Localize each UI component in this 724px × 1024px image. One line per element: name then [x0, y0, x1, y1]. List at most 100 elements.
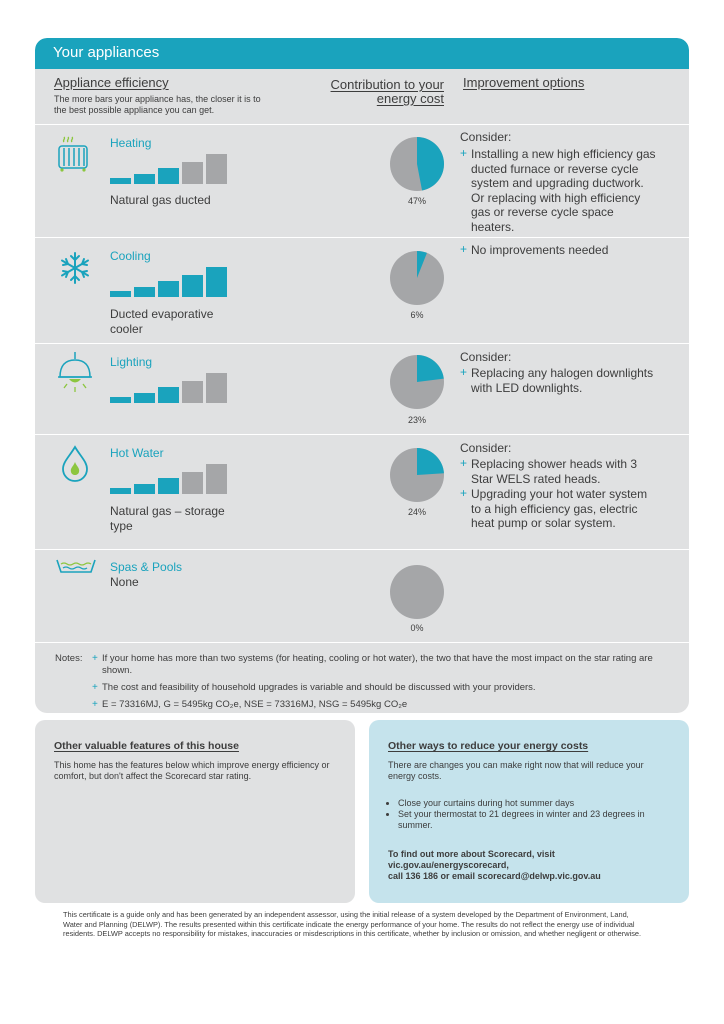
efficiency-bars [110, 154, 228, 184]
disclaimer: This certificate is a guide only and has… [63, 910, 642, 938]
find-out-more: To find out more about Scorecard, visit … [388, 849, 670, 882]
improvement-option: + Replacing shower heads with 3 Star WELS… [460, 456, 638, 486]
improvement-options: + Replacing any halogen downlights with L… [460, 365, 660, 396]
improvement-option: + Upgrading your hot water system to a hi… [460, 486, 648, 530]
appliance-type: Natural gas – storage type [110, 504, 225, 533]
efficiency-bar [206, 154, 227, 184]
improvement-option: + Installing a new high efficiency gas du… [460, 146, 656, 234]
efficiency-bar [134, 287, 155, 297]
cost-share-pie [390, 251, 444, 305]
cost-share-pie [390, 137, 444, 191]
pie-share-slice [417, 448, 444, 475]
find-out-more-line: To find out more about Scorecard, visit [388, 849, 555, 859]
improvement-options: + Installing a new high efficiency gas du… [460, 146, 660, 235]
cost-share-pie [390, 355, 444, 409]
efficiency-bar [158, 478, 179, 494]
reduce-costs-box: Other ways to reduce your energy costs T… [369, 720, 689, 903]
plus-icon: + [92, 682, 98, 693]
snowflake-icon [55, 248, 95, 288]
efficiency-bar [158, 387, 179, 403]
notes-label: Notes: [55, 653, 83, 664]
efficiency-bar [206, 267, 227, 297]
other-features-box: Other valuable features of this house Th… [35, 720, 355, 903]
plus-icon: + [460, 456, 468, 470]
efficiency-bar [110, 178, 131, 184]
efficiency-bar [158, 281, 179, 297]
reduce-costs-title: Other ways to reduce your energy costs [388, 740, 589, 752]
cost-share-percent: 24% [407, 507, 426, 517]
contact-line[interactable]: call 136 186 or email scorecard@delwp.vi… [388, 871, 601, 881]
cost-share-pie [390, 448, 444, 502]
reduce-costs-intro: There are changes you can make right now… [388, 760, 644, 781]
consider-label: Consider: [460, 130, 512, 144]
appliance-row-heating: Heating Natural gas ducted 47% Consider:… [35, 124, 689, 237]
efficiency-bar [182, 472, 203, 494]
efficiency-subtext: The more bars your appliance has, the cl… [54, 94, 261, 115]
efficiency-bar [182, 275, 203, 297]
tip-item: Close your curtains during hot summer da… [398, 798, 670, 809]
cost-share-percent: 0% [410, 623, 424, 633]
pie-share-slice [417, 355, 444, 382]
efficiency-bar [134, 484, 155, 494]
efficiency-bar [206, 464, 227, 494]
reduce-costs-tips: Close your curtains during hot summer da… [398, 798, 670, 831]
note-item: + The cost and feasibility of household u… [92, 682, 536, 693]
note-item: + If your home has more than two systems … [92, 653, 653, 676]
appliance-name: Hot Water [110, 446, 164, 460]
appliance-row-hot-water: Hot Water Natural gas – storage type 24%… [35, 434, 689, 549]
contribution-heading: Contribution to your energy cost [331, 78, 444, 106]
pool-icon [55, 558, 96, 598]
appliance-type: None [110, 575, 139, 589]
plus-icon: + [92, 699, 98, 710]
appliance-type: Ducted evaporative cooler [110, 307, 214, 336]
other-features-title: Other valuable features of this house [54, 740, 239, 752]
appliances-card: Your appliances Appliance efficiency The… [35, 38, 689, 713]
heater-icon [55, 135, 95, 175]
pie-remainder-slice [390, 565, 444, 619]
appliance-row-spas-pools: Spas & Pools None 0% [35, 549, 689, 642]
plus-icon: + [460, 365, 468, 379]
appliance-name: Heating [110, 136, 152, 150]
efficiency-bar [206, 373, 227, 403]
improvement-options: + No improvements needed [460, 242, 660, 259]
section-title: Your appliances [35, 38, 689, 69]
contribution-heading-line1: Contribution to your [330, 77, 444, 92]
efficiency-bar [134, 174, 155, 184]
appliance-type: Natural gas ducted [110, 193, 211, 207]
appliance-name: Spas & Pools [110, 560, 183, 574]
efficiency-bars [110, 373, 228, 403]
other-features-text: This home has the features below which i… [54, 760, 330, 781]
divider [35, 642, 689, 643]
contribution-heading-line2: energy cost [376, 91, 444, 106]
plus-icon: + [92, 653, 98, 664]
efficiency-bar [158, 168, 179, 184]
improvement-option: + Replacing any halogen downlights with L… [460, 365, 654, 395]
pie-share-slice [417, 251, 427, 278]
water-drop-icon [55, 443, 95, 483]
efficiency-bars [110, 267, 228, 297]
cost-share-percent: 23% [407, 415, 426, 425]
efficiency-bar [110, 488, 131, 494]
improvement-heading: Improvement options [463, 75, 585, 90]
pie-share-slice [417, 137, 444, 191]
efficiency-bar [182, 381, 203, 403]
efficiency-heading: Appliance efficiency [54, 75, 169, 90]
plus-icon: + [460, 242, 468, 256]
tip-item: Set your thermostat to 21 degrees in win… [398, 809, 670, 831]
efficiency-bars [110, 464, 228, 494]
efficiency-bar [134, 393, 155, 403]
efficiency-bar [182, 162, 203, 184]
cost-share-percent: 47% [407, 196, 426, 206]
efficiency-bar [110, 397, 131, 403]
appliance-row-cooling: Cooling Ducted evaporative cooler 6% + No… [35, 237, 689, 343]
consider-label: Consider: [460, 350, 512, 364]
note-item: + E = 73316MJ, G = 5495kg CO₂e, NSE = 733… [92, 699, 408, 710]
cost-share-pie [390, 565, 444, 619]
scorecard-link[interactable]: vic.gov.au/energyscorecard, [388, 860, 509, 870]
cost-share-percent: 6% [410, 310, 424, 320]
lamp-icon [55, 350, 95, 392]
efficiency-bar [110, 291, 131, 297]
improvement-options: + Replacing shower heads with 3 Star WELS… [460, 456, 660, 532]
plus-icon: + [460, 486, 468, 500]
plus-icon: + [460, 146, 468, 160]
